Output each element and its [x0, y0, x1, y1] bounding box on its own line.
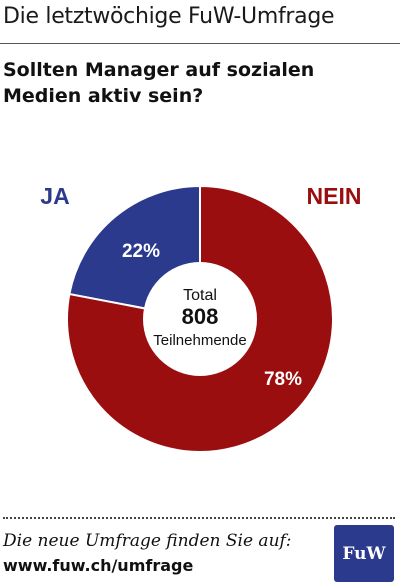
question-title: Sollten Manager auf sozialen Medien akti… [3, 57, 393, 109]
center-label-total: Total [183, 287, 217, 304]
legend-label-ja: JA [40, 183, 69, 209]
question-line-1: Sollten Manager auf sozialen [3, 59, 315, 81]
header-rule [0, 43, 400, 44]
center-label-participants: Teilnehmende [153, 332, 246, 349]
question-line-2: Medien aktiv sein? [3, 85, 204, 107]
data-label-ja: 22% [122, 241, 160, 262]
footer-text: Die neue Umfrage finden Sie auf: [3, 531, 292, 551]
donut-hole [143, 262, 257, 376]
center-total-value: 808 [182, 304, 219, 329]
donut-chart: JA NEIN 22% 78% Total 808 Teilnehmende [40, 183, 362, 453]
footer-divider [3, 517, 395, 519]
legend-label-nein: NEIN [307, 183, 362, 209]
data-label-nein: 78% [264, 369, 302, 390]
footer-url-link[interactable]: www.fuw.ch/umfrage [3, 556, 194, 575]
header-title: Die letztwöchige FuW-Umfrage [3, 4, 335, 29]
fuw-logo: FuW [334, 525, 394, 582]
